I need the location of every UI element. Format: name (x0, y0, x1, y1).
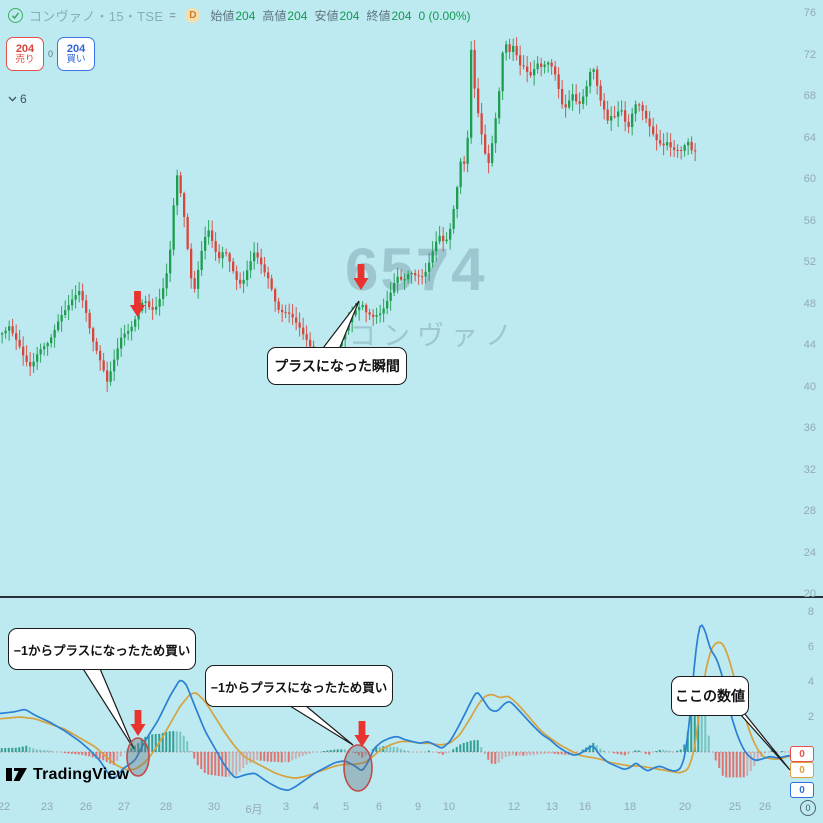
time-axis-label: 18 (623, 801, 637, 813)
time-axis-label: 28 (159, 801, 173, 813)
indicator-axis-label: 8 (807, 606, 814, 618)
time-axis-label: 9 (414, 801, 422, 813)
time-axis-label: 27 (117, 801, 131, 813)
symbol-header: コンヴァノ・15・TSE = D 始値204 高値204 安値204 終値204… (8, 6, 471, 25)
price-axis-label: 68 (803, 90, 816, 102)
symbol-title[interactable]: コンヴァノ・15・TSE (29, 9, 164, 24)
tradingview-logo-icon (6, 768, 27, 781)
time-axis-label: 5 (342, 801, 350, 813)
ohlc-close: 終値204 (366, 9, 412, 23)
time-axis-label: 10 (442, 801, 456, 813)
pane-separator[interactable] (0, 596, 823, 598)
price-axis-label: 48 (803, 297, 816, 310)
time-axis-label: 6月 (245, 804, 263, 816)
indicator-value-badge: 0 (790, 762, 814, 778)
price-axis-label: 52 (803, 256, 816, 268)
time-axis-label: 6 (375, 801, 383, 813)
time-axis-label: 26 (79, 801, 93, 813)
price-axis-label: 76 (803, 7, 816, 19)
price-axis-label: 44 (803, 339, 816, 351)
price-axis-label: 60 (803, 173, 816, 185)
time-axis-label: 30 (207, 801, 221, 813)
time-axis-label: 13 (545, 801, 559, 813)
time-axis-label: 22 (0, 801, 11, 813)
time-axis-label: 16 (578, 801, 592, 813)
chevron-down-icon (8, 96, 17, 102)
time-axis-label: 3 (282, 801, 290, 813)
time-axis-label: 23 (40, 801, 54, 813)
price-axis-label: 36 (803, 422, 816, 434)
indicator-axis-label: 2 (807, 711, 814, 723)
sell-button[interactable]: 204 売り (6, 37, 44, 71)
price-axis-label: 24 (803, 546, 816, 559)
legend-collapsed-count: 6 (20, 92, 27, 106)
ohlc-open: 始値204 (210, 9, 256, 23)
indicator-axis-label: 6 (807, 641, 814, 653)
time-axis-label: 4 (312, 801, 320, 813)
tradingview-logo[interactable]: TradingView (6, 765, 129, 784)
chart-style-icon[interactable]: = (169, 9, 176, 22)
price-axis-label: 32 (803, 463, 816, 476)
spread-value: 0 (48, 49, 54, 59)
callout-value[interactable]: ここの数値 (671, 676, 749, 716)
symbol-checkmark-icon[interactable] (8, 8, 23, 23)
indicator-value-badge: 0 (790, 782, 814, 798)
order-panel: 204 売り 0 204 買い (6, 37, 96, 71)
candles-group (1, 37, 697, 392)
price-axis-label: 64 (803, 131, 816, 144)
price-axis-label: 40 (803, 380, 816, 393)
ohlc-high: 高値204 (262, 9, 308, 23)
watermark-name: コンヴァノ (349, 321, 519, 351)
time-axis-label: 20 (678, 801, 692, 813)
time-axis-label: 26 (758, 801, 772, 813)
timeframe-badge[interactable]: D (185, 8, 201, 23)
callout-buy1[interactable]: −1からプラスになったため買い (8, 628, 196, 670)
callout-buy2[interactable]: −1からプラスになったため買い (205, 665, 393, 707)
callout-moment[interactable]: プラスになった瞬間 (267, 347, 407, 385)
tradingview-logo-text: TradingView (33, 765, 130, 783)
indicator-axis-label: 4 (807, 676, 814, 688)
buy-button[interactable]: 204 買い (57, 37, 96, 71)
ohlc-values: 始値204 高値204 安値204 終値204 0 (0.00%) (210, 7, 470, 24)
time-axis-clock-icon[interactable]: 0 (800, 800, 816, 816)
price-axis-label: 20 (803, 588, 816, 600)
price-axis-label: 72 (803, 48, 816, 61)
ohlc-low: 安値204 (314, 9, 360, 23)
indicator-value-badge: 0 (790, 746, 814, 762)
time-axis-label: 25 (728, 801, 742, 813)
change-text: 0 (0.00%) (418, 8, 471, 23)
legend-collapse-toggle[interactable]: 6 (8, 92, 27, 106)
price-axis-label: 56 (803, 214, 816, 227)
time-axis-label: 12 (507, 801, 521, 813)
price-axis-label: 28 (803, 505, 816, 517)
